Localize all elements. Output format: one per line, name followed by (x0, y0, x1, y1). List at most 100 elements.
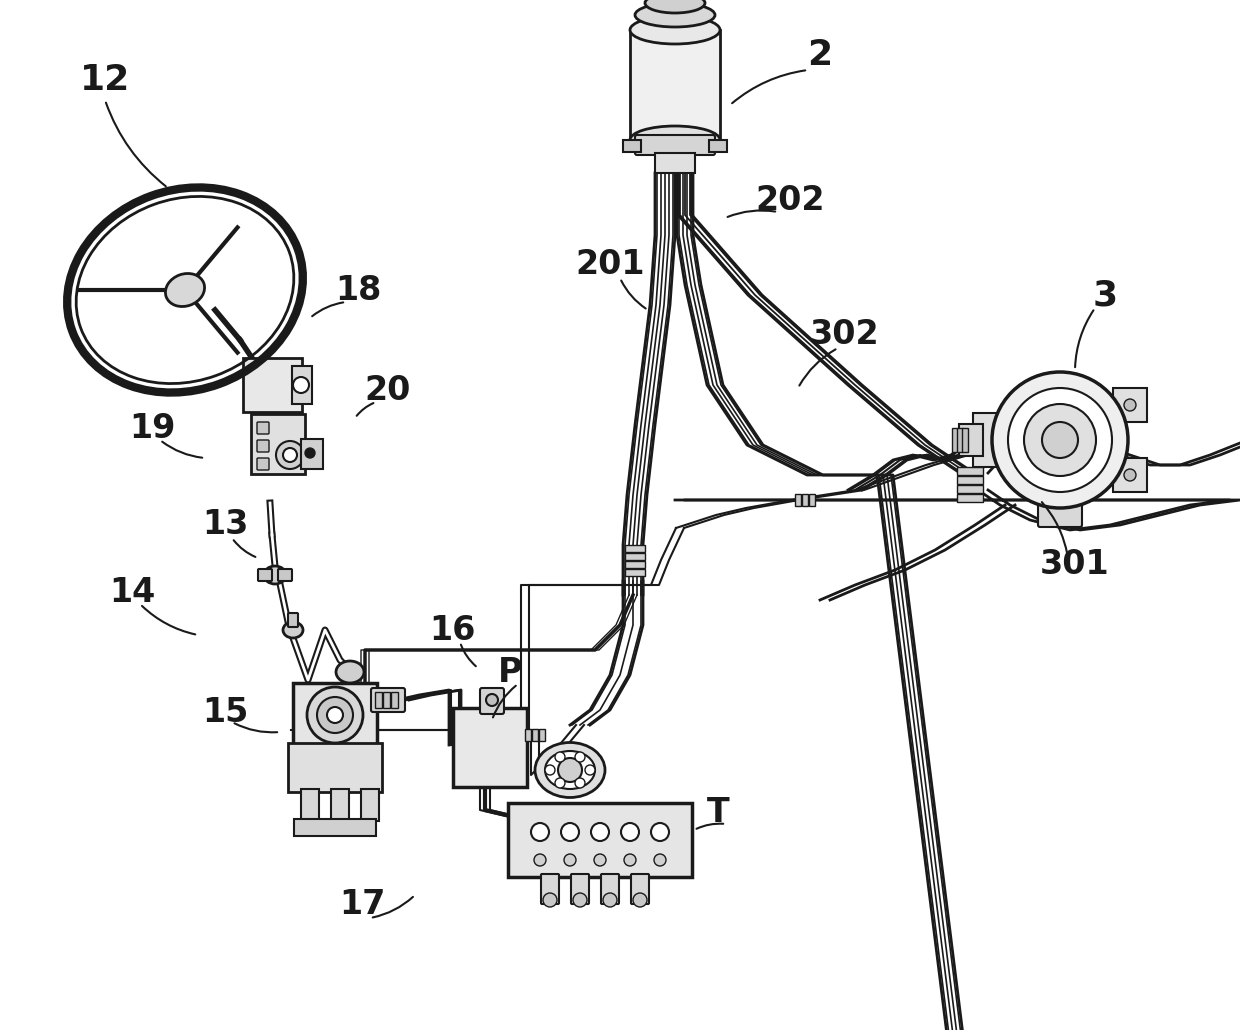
Circle shape (486, 694, 498, 706)
FancyBboxPatch shape (959, 424, 983, 456)
Circle shape (575, 752, 585, 762)
Circle shape (1008, 388, 1112, 492)
FancyBboxPatch shape (293, 683, 377, 747)
FancyBboxPatch shape (625, 569, 645, 576)
FancyBboxPatch shape (601, 874, 619, 904)
FancyBboxPatch shape (957, 494, 983, 502)
FancyBboxPatch shape (453, 708, 527, 787)
FancyBboxPatch shape (301, 439, 322, 469)
Ellipse shape (165, 274, 205, 307)
Ellipse shape (264, 566, 286, 584)
Circle shape (585, 765, 595, 775)
Text: 13: 13 (202, 509, 248, 542)
Circle shape (277, 441, 304, 469)
FancyBboxPatch shape (795, 494, 801, 506)
FancyBboxPatch shape (622, 140, 641, 152)
Text: 17: 17 (339, 889, 386, 922)
Circle shape (653, 854, 666, 866)
Text: 202: 202 (755, 183, 825, 216)
FancyBboxPatch shape (301, 789, 319, 821)
FancyBboxPatch shape (625, 545, 645, 552)
Circle shape (564, 854, 577, 866)
Circle shape (327, 707, 343, 723)
Circle shape (556, 778, 565, 788)
Circle shape (534, 854, 546, 866)
FancyBboxPatch shape (952, 428, 959, 452)
Text: T: T (707, 795, 729, 828)
Circle shape (546, 765, 556, 775)
FancyBboxPatch shape (288, 743, 382, 792)
Text: 19: 19 (129, 412, 175, 445)
Circle shape (293, 377, 309, 393)
Circle shape (543, 893, 557, 907)
Circle shape (573, 893, 587, 907)
FancyBboxPatch shape (250, 414, 305, 474)
Circle shape (317, 697, 353, 733)
Circle shape (556, 752, 565, 762)
FancyBboxPatch shape (962, 428, 968, 452)
FancyBboxPatch shape (1114, 388, 1147, 422)
Text: 16: 16 (429, 614, 475, 647)
Text: 302: 302 (810, 318, 880, 351)
Circle shape (594, 854, 606, 866)
FancyBboxPatch shape (278, 569, 291, 581)
Ellipse shape (630, 16, 720, 44)
Ellipse shape (635, 3, 715, 27)
FancyBboxPatch shape (383, 692, 391, 708)
FancyBboxPatch shape (539, 729, 546, 741)
Text: 14: 14 (109, 576, 155, 609)
Circle shape (1123, 469, 1136, 481)
FancyBboxPatch shape (625, 553, 645, 560)
FancyBboxPatch shape (957, 485, 983, 493)
Text: 2: 2 (807, 38, 832, 72)
FancyBboxPatch shape (635, 135, 715, 154)
Text: 3: 3 (1092, 278, 1117, 312)
FancyBboxPatch shape (291, 366, 312, 404)
FancyBboxPatch shape (257, 422, 269, 434)
FancyBboxPatch shape (957, 467, 983, 475)
Circle shape (308, 687, 363, 743)
FancyBboxPatch shape (802, 494, 808, 506)
Text: 301: 301 (1040, 549, 1110, 582)
Text: P: P (497, 655, 522, 688)
FancyBboxPatch shape (361, 789, 379, 821)
FancyBboxPatch shape (1038, 503, 1083, 527)
FancyBboxPatch shape (391, 692, 398, 708)
FancyBboxPatch shape (541, 874, 559, 904)
Circle shape (558, 758, 582, 782)
Circle shape (1042, 422, 1078, 458)
FancyBboxPatch shape (957, 476, 983, 484)
FancyBboxPatch shape (257, 458, 269, 470)
Ellipse shape (534, 743, 605, 797)
Circle shape (531, 823, 549, 842)
FancyBboxPatch shape (709, 140, 727, 152)
Circle shape (1123, 399, 1136, 411)
Circle shape (560, 823, 579, 842)
FancyBboxPatch shape (508, 803, 692, 877)
FancyBboxPatch shape (631, 874, 649, 904)
FancyBboxPatch shape (973, 413, 1012, 467)
Text: 15: 15 (202, 695, 248, 728)
FancyBboxPatch shape (288, 613, 298, 627)
Circle shape (591, 823, 609, 842)
FancyBboxPatch shape (957, 428, 963, 452)
FancyBboxPatch shape (630, 30, 720, 140)
FancyBboxPatch shape (655, 153, 694, 173)
FancyBboxPatch shape (532, 729, 538, 741)
FancyBboxPatch shape (294, 819, 376, 836)
Ellipse shape (645, 0, 706, 13)
FancyBboxPatch shape (243, 358, 303, 412)
FancyBboxPatch shape (257, 440, 269, 452)
Circle shape (305, 448, 315, 458)
FancyBboxPatch shape (570, 874, 589, 904)
Circle shape (621, 823, 639, 842)
FancyBboxPatch shape (371, 688, 405, 712)
FancyBboxPatch shape (1114, 458, 1147, 492)
Circle shape (575, 778, 585, 788)
FancyBboxPatch shape (525, 729, 531, 741)
FancyBboxPatch shape (625, 561, 645, 568)
Circle shape (283, 448, 298, 462)
Ellipse shape (630, 126, 720, 154)
FancyBboxPatch shape (258, 569, 272, 581)
Ellipse shape (546, 751, 595, 789)
